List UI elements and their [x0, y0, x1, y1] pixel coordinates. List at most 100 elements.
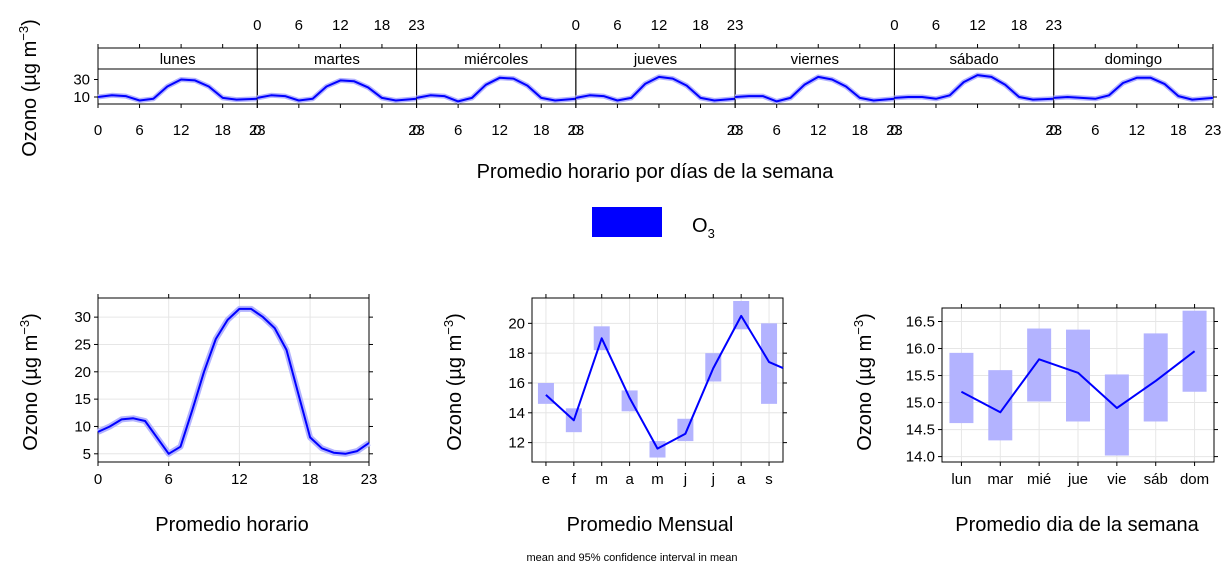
x-tick-label-top: 12	[332, 17, 349, 34]
y-tick-label: 15.5	[906, 368, 935, 385]
y-tick-label: 10	[74, 418, 91, 435]
x-tick-label: 6	[135, 122, 143, 139]
x-tick-label: 12	[173, 122, 190, 139]
ci-box-sáb	[1143, 333, 1168, 422]
x-tick-label: sáb	[1144, 471, 1168, 488]
y-tick-label: 10	[73, 89, 90, 106]
x-tick-label: 18	[1170, 122, 1187, 139]
y-tick-label: 30	[74, 309, 91, 326]
x-tick-label: vie	[1107, 471, 1126, 488]
panel-frame-6	[1053, 68, 1214, 105]
x-tick-label: 12	[491, 122, 508, 139]
x-tick-label: a	[625, 471, 634, 488]
y-tick-label: 30	[73, 72, 90, 89]
ci-band-viernes	[734, 74, 895, 104]
strip-label: sábado	[949, 51, 998, 68]
weekday-panel: lun mar mié jue vie sáb dom 14.0 14.5 15.0 15.5 16.…	[906, 304, 1218, 488]
strip-label: martes	[314, 51, 360, 68]
x-tick-label-top: 18	[692, 17, 709, 34]
x-tick-label: dom	[1180, 471, 1209, 488]
series-line-domingo	[1053, 76, 1214, 101]
x-tick-label: 0	[1050, 122, 1058, 139]
x-tick-label: a	[737, 471, 746, 488]
strip-label: domingo	[1105, 51, 1163, 68]
ci-band-domingo	[1053, 75, 1214, 103]
hour-panel-xlabel: Promedio horario	[155, 514, 308, 536]
strip-label: jueves	[633, 51, 677, 68]
x-tick-label: 0	[890, 122, 898, 139]
series-line-sábado	[894, 74, 1054, 101]
plot-border	[97, 297, 370, 463]
ci-band-sábado	[894, 72, 1054, 103]
series-line	[97, 307, 370, 455]
x-tick-label-top: 0	[253, 17, 261, 34]
ci-band-lunes	[97, 77, 258, 103]
legend-swatch	[592, 207, 662, 237]
x-tick-label: 18	[302, 471, 319, 488]
x-tick-label: 12	[231, 471, 248, 488]
y-tick-label: 14.5	[906, 422, 935, 439]
x-tick-label: 23	[1045, 122, 1062, 139]
y-tick-label: 16	[508, 375, 525, 392]
x-tick-label: 12	[810, 122, 827, 139]
y-tick-label: 25	[74, 336, 91, 353]
x-tick-label-top: 12	[969, 17, 986, 34]
x-tick-label: 23	[1205, 122, 1222, 139]
x-tick-label: e	[542, 471, 550, 488]
series-line-lunes	[97, 78, 258, 102]
x-tick-label: 0	[94, 471, 102, 488]
series-line-martes	[257, 79, 417, 102]
x-tick-label-top: 6	[932, 17, 940, 34]
plot-area	[97, 297, 370, 463]
x-tick-label: 23	[727, 122, 744, 139]
y-tick-label: 20	[74, 364, 91, 381]
x-tick-label: 6	[1091, 122, 1099, 139]
x-tick-label: 0	[412, 122, 420, 139]
ci-box-s	[761, 323, 778, 404]
series-line-viernes	[735, 75, 895, 103]
y-tick-label: 16.5	[906, 314, 935, 331]
ci-band-jueves	[575, 74, 736, 103]
x-tick-label-top: 23	[1045, 17, 1062, 34]
x-tick-label: 0	[94, 122, 102, 139]
hour-panel: 0 6 12 18 23 5 10 15 20 25 30	[74, 294, 377, 488]
x-tick-label: 23	[886, 122, 903, 139]
x-tick-label-top: 23	[727, 17, 744, 34]
x-tick-label: 18	[214, 122, 231, 139]
x-tick-label: lun	[951, 471, 971, 488]
month-panel-ylabel: Ozono (µg m−3)	[441, 313, 466, 451]
ci-box-jue	[1066, 329, 1090, 422]
x-tick-label: 23	[249, 122, 266, 139]
y-tick-label: 15	[74, 391, 91, 408]
x-tick-label-top: 18	[374, 17, 391, 34]
x-tick-label-top: 12	[651, 17, 668, 34]
series-line-miércoles	[416, 76, 576, 103]
x-tick-label: m	[651, 471, 664, 488]
y-tick-label: 5	[83, 446, 91, 463]
series-line	[960, 350, 1196, 414]
y-tick-label: 15.0	[906, 395, 935, 412]
strip-label: lunes	[160, 51, 196, 68]
ci-box-mié	[1027, 328, 1052, 402]
x-tick-label: 18	[851, 122, 868, 139]
strip-label: miércoles	[464, 51, 528, 68]
hour-panel-ylabel: Ozono (µg m−3)	[17, 313, 42, 451]
ci-band-miércoles	[416, 75, 577, 104]
plot-border	[941, 307, 1215, 463]
x-tick-label: 0	[572, 122, 580, 139]
x-tick-label: 0	[253, 122, 261, 139]
month-panel-xlabel: Promedio Mensual	[567, 514, 734, 536]
ci-box-lun	[949, 352, 974, 424]
y-tick-label: 20	[508, 315, 525, 332]
plot-border	[531, 297, 784, 463]
y-tick-label: 14	[508, 405, 525, 422]
ci-box-vie	[1104, 374, 1129, 456]
x-tick-label: 6	[165, 471, 173, 488]
x-tick-label-top: 6	[295, 17, 303, 34]
top-ylabel: Ozono (µg m−3)	[16, 19, 41, 157]
weekday-panel-xlabel: Promedio dia de la semana	[955, 514, 1199, 536]
x-tick-label: j	[711, 471, 715, 488]
y-tick-label: 16.0	[906, 341, 935, 358]
x-tick-label: f	[572, 471, 577, 488]
x-tick-label: 6	[454, 122, 462, 139]
